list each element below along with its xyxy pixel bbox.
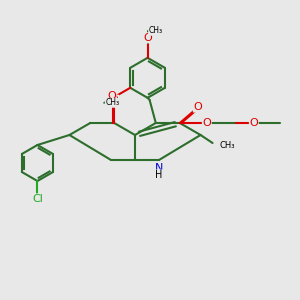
Text: O: O — [110, 95, 118, 105]
Text: H: H — [155, 170, 163, 180]
Text: O: O — [107, 91, 116, 101]
Text: O: O — [202, 118, 211, 128]
Text: Cl: Cl — [32, 194, 43, 204]
Text: CH₃: CH₃ — [220, 140, 235, 149]
Text: O: O — [194, 102, 202, 112]
Text: O: O — [249, 118, 258, 128]
Text: N: N — [155, 163, 163, 173]
Text: O: O — [143, 33, 152, 43]
Text: CH₃: CH₃ — [105, 98, 119, 107]
Text: CH₃: CH₃ — [148, 26, 163, 35]
